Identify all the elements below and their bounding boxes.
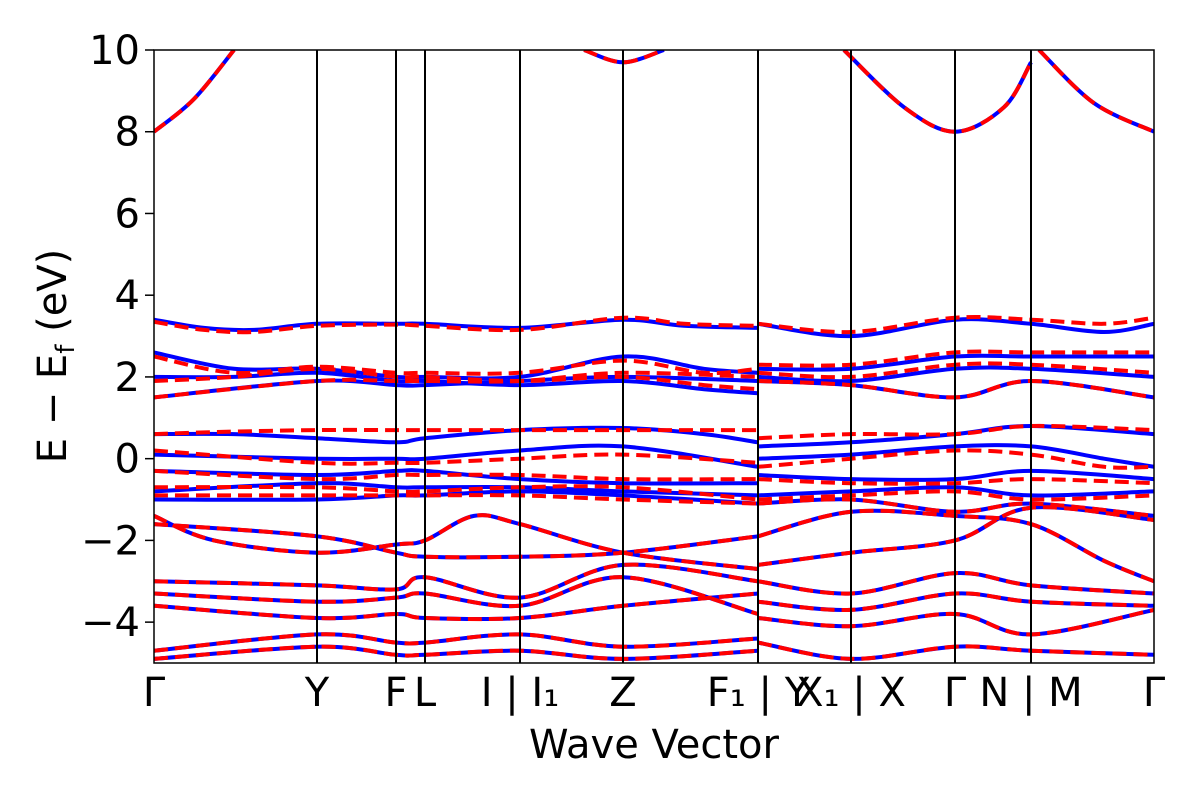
band-line-series1-band16 <box>154 50 236 134</box>
y-tick-label-0: −4 <box>81 600 140 646</box>
band-line-series0-band34 <box>1037 50 1154 134</box>
y-tick-label-5: 6 <box>115 191 140 237</box>
band-line-series0-band6 <box>154 468 759 486</box>
x-tick-label-3: L <box>414 670 437 716</box>
band-line-series0-band33 <box>842 50 1033 134</box>
band-lines <box>154 50 1154 661</box>
x-tick-label-6: F₁ | Y <box>707 670 810 716</box>
x-tick-label-5: Z <box>609 670 636 716</box>
x-axis-title: Wave Vector <box>529 722 780 768</box>
band-line-series0-band11 <box>154 562 759 600</box>
plot-frame <box>153 49 1155 664</box>
band-line-series1-band18 <box>757 314 1154 335</box>
band-line-series0-band18 <box>757 317 1154 339</box>
band-line-series1-band33 <box>842 50 1033 134</box>
band-line-series1-band23 <box>757 448 1154 470</box>
x-tick-label-4: I | I₁ <box>481 670 560 716</box>
band-line-series1-band15 <box>154 644 759 661</box>
x-tick-label-7: X₁ | X <box>796 670 906 716</box>
y-tick-label-1: −2 <box>81 518 140 564</box>
band-line-series0-band4 <box>154 425 759 445</box>
band-line-series1-band17 <box>583 50 665 65</box>
y-tick-label-3: 2 <box>115 355 140 401</box>
band-line-series1-band14 <box>154 632 759 653</box>
band-line-series1-band5 <box>154 448 759 466</box>
y-axis-title: E − Ef (eV) <box>30 249 81 464</box>
y-tick-label-4: 4 <box>115 273 140 319</box>
y-ticks: −4 −2 0 2 4 6 8 10 <box>81 28 154 646</box>
x-tick-label-10: Γ <box>1143 670 1166 716</box>
band-line-series1-band1 <box>154 354 759 376</box>
x-tick-label-9: N | M <box>979 670 1082 716</box>
band-line-series1-band27 <box>757 508 1154 584</box>
x-tick-label-1: Y <box>304 670 330 716</box>
band-line-series0-band7 <box>154 481 759 498</box>
y-tick-label-7: 10 <box>89 28 140 74</box>
band-line-series1-band0 <box>154 315 759 335</box>
band-line-series1-band2 <box>154 366 759 392</box>
x-tick-label-0: Γ <box>143 670 166 716</box>
band-line-series1-band3 <box>154 370 759 400</box>
band-line-series1-band12 <box>154 575 759 616</box>
band-line-series1-band13 <box>154 591 759 622</box>
kpoint-lines <box>316 50 1032 663</box>
band-line-series0-band5 <box>154 443 759 469</box>
y-axis-title-unit: (eV) <box>30 249 76 345</box>
y-tick-label-2: 0 <box>115 437 140 483</box>
y-tick-label-6: 8 <box>115 110 140 156</box>
band-line-series1-band4 <box>154 427 758 437</box>
y-axis-title-main: E − E <box>30 354 76 464</box>
band-line-series1-band8 <box>154 493 759 506</box>
band-line-series1-band34 <box>1037 50 1154 134</box>
band-line-series1-band6 <box>154 468 759 482</box>
y-axis-title-sub: f <box>51 344 81 354</box>
band-line-series0-band23 <box>757 443 1154 469</box>
x-tick-label-8: Γ <box>944 670 967 716</box>
band-line-series1-band10 <box>154 522 759 560</box>
x-tick-label-2: F <box>384 670 407 716</box>
band-line-series1-band7 <box>154 484 759 502</box>
band-line-series1-band11 <box>154 562 759 600</box>
